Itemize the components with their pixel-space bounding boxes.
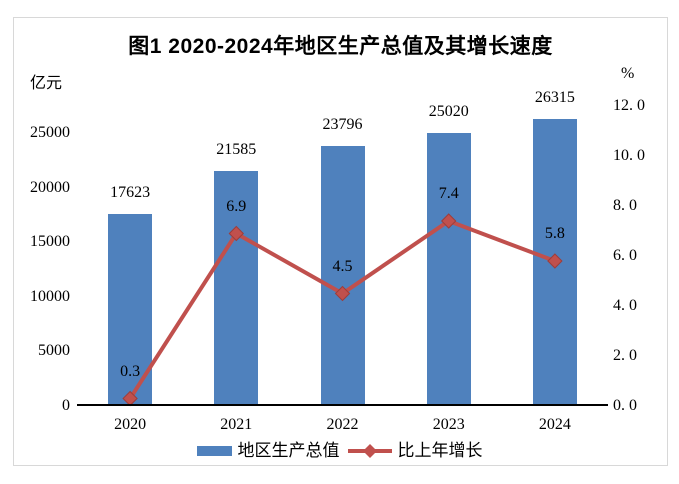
- legend-label: 比上年增长: [397, 441, 483, 460]
- x-axis-line: [77, 404, 608, 406]
- line-value-label: 4.5: [332, 257, 353, 275]
- right-axis-unit-label: %: [621, 65, 635, 82]
- legend: 地区生产总值 比上年增长: [0, 440, 679, 462]
- line-value-label: 5.8: [544, 225, 565, 242]
- bar-2023: [426, 133, 471, 406]
- right-axis-tick: 4. 0: [613, 297, 637, 314]
- left-axis-tick: 0: [62, 397, 70, 414]
- bar-2022: [320, 146, 365, 406]
- chart-title: 图1 2020-2024年地区生产总值及其增长速度: [128, 35, 553, 58]
- category-label: 2024: [538, 416, 571, 433]
- left-axis-tick: 5000: [38, 342, 70, 360]
- left-axis-unit-label: 亿元: [30, 75, 63, 92]
- left-axis-tick: 25000: [30, 124, 70, 142]
- bar-value-label: 21585: [216, 140, 257, 158]
- bar-value-label: 23796: [322, 116, 363, 134]
- line-value-label: 6.9: [226, 197, 247, 215]
- left-axis-tick: 15000: [30, 233, 70, 251]
- right-axis-tick: 0. 0: [613, 397, 637, 414]
- category-label: 2022: [326, 416, 359, 433]
- right-axis-tick: 12. 0: [613, 97, 645, 114]
- category-label: 2021: [220, 416, 253, 433]
- line-value-label: 7.4: [438, 185, 459, 202]
- category-label: 2023: [432, 416, 465, 433]
- left-axis-tick: 20000: [30, 178, 70, 196]
- legend-label: 地区生产总值: [237, 441, 340, 460]
- right-axis-tick: 10. 0: [613, 147, 645, 164]
- line-value-label: 0.3: [120, 362, 141, 380]
- legend-item-gdp: 地区生产总值: [196, 441, 340, 461]
- right-axis-tick: 6. 0: [613, 247, 637, 264]
- bar-value-label: 25020: [428, 103, 469, 121]
- left-axis-tick: 10000: [30, 287, 70, 305]
- right-axis-tick: 2. 0: [613, 347, 637, 364]
- bar-value-label: 26315: [534, 88, 575, 106]
- legend-line-diamond-icon: [347, 444, 392, 458]
- legend-item-growth: 比上年增长: [347, 441, 483, 461]
- legend-bar-swatch: [196, 446, 232, 456]
- bar-value-label: 17623: [110, 183, 151, 201]
- right-axis-tick: 8. 0: [613, 197, 637, 214]
- bar-2024: [532, 118, 577, 406]
- category-label: 2020: [114, 416, 147, 433]
